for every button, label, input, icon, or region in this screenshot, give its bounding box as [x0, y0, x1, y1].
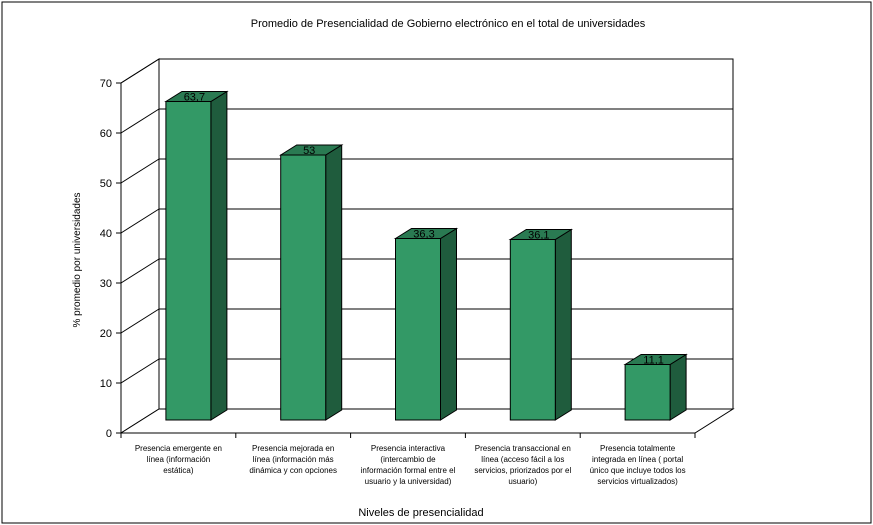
- y-tick-label: 40: [100, 228, 112, 240]
- x-tick-label: Presencia mejorada en: [252, 444, 334, 453]
- bar-side: [669, 353, 687, 421]
- gridline-depth: [120, 208, 160, 234]
- plot-area: 0 10 20 30 40 50 60 70 63,7 Presencia emergente e…: [100, 58, 735, 486]
- y-tick-label: 50: [100, 178, 112, 190]
- gridline-depth: [120, 308, 160, 334]
- bar: [165, 101, 212, 421]
- bar: [509, 239, 556, 421]
- x-tick-label: Presencia emergente en: [135, 444, 222, 453]
- x-tick-label: servicios, priorizados por el: [474, 466, 571, 475]
- data-label: 11,1: [643, 355, 664, 367]
- data-label: 36,1: [528, 230, 549, 242]
- gridline-depth: [120, 358, 160, 384]
- data-label: 63,7: [184, 92, 205, 104]
- bar-side: [440, 227, 457, 421]
- side-wall: [120, 58, 160, 434]
- x-tick-label: línea (información: [147, 455, 211, 464]
- x-tick-label: (intercambio de: [380, 455, 436, 464]
- gridline-depth: [120, 158, 160, 184]
- x-tick-label: integrada en línea ( portal: [592, 455, 683, 464]
- gridline-depth: [120, 108, 160, 134]
- data-label: 36,3: [413, 229, 434, 241]
- data-label: 53: [303, 145, 315, 157]
- y-tick-label: 20: [100, 328, 112, 340]
- x-tick-label: usuario): [508, 477, 537, 486]
- x-tick-label: usuario y la universidad): [365, 477, 452, 486]
- x-tick-label: estática): [163, 466, 194, 475]
- x-tick-label: Presencia totalmente: [600, 444, 676, 453]
- x-tick-label: Presencia interactiva: [371, 444, 446, 453]
- chart-title: Promedio de Presencialidad de Gobierno e…: [251, 18, 646, 30]
- bar: [395, 238, 441, 421]
- bar-side: [554, 228, 572, 421]
- y-tick-label: 70: [100, 78, 112, 90]
- x-tick-label: único que incluye todos los: [590, 466, 686, 475]
- floor: [119, 408, 735, 434]
- gridline-depth: [120, 58, 160, 84]
- bar-side: [325, 144, 343, 421]
- x-tick-label: línea (información más: [253, 455, 334, 464]
- y-tick-label: 30: [100, 278, 112, 290]
- bar: [280, 154, 327, 421]
- gridline-depth: [120, 258, 160, 284]
- y-axis-title: % promedio por universidades: [72, 192, 83, 327]
- y-tick-label: 60: [100, 128, 112, 140]
- x-tick-label: dinámica y con opciones: [249, 466, 337, 475]
- x-axis-title: Niveles de presencialidad: [358, 507, 483, 519]
- bar: [624, 364, 671, 421]
- y-tick-label: 0: [106, 428, 112, 440]
- x-tick-label: servicios virtualizados): [597, 477, 678, 486]
- bar-side: [210, 90, 228, 421]
- y-tick-label: 10: [100, 378, 112, 390]
- x-tick-label: Presencia transaccional en: [475, 444, 571, 453]
- x-tick-label: información formal entre el: [361, 466, 456, 475]
- x-tick-label: línea (acceso fácil a los: [481, 455, 564, 464]
